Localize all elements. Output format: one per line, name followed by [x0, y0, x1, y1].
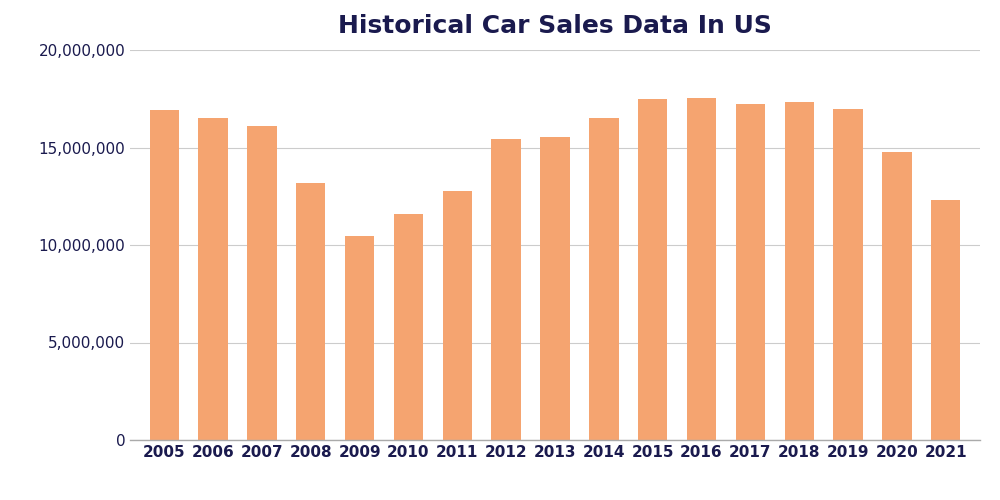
Bar: [394, 214, 423, 440]
Bar: [882, 152, 912, 440]
Bar: [491, 138, 521, 440]
Bar: [589, 118, 619, 440]
Bar: [540, 137, 570, 440]
Title: Historical Car Sales Data In US: Historical Car Sales Data In US: [338, 14, 772, 38]
Bar: [150, 110, 179, 440]
Bar: [833, 108, 863, 440]
Bar: [443, 192, 472, 440]
Bar: [296, 182, 325, 440]
Bar: [785, 102, 814, 440]
Bar: [198, 118, 228, 440]
Bar: [247, 126, 277, 440]
Bar: [345, 236, 374, 440]
Bar: [931, 200, 960, 440]
Bar: [736, 104, 765, 440]
Bar: [638, 99, 667, 440]
Bar: [687, 98, 716, 440]
